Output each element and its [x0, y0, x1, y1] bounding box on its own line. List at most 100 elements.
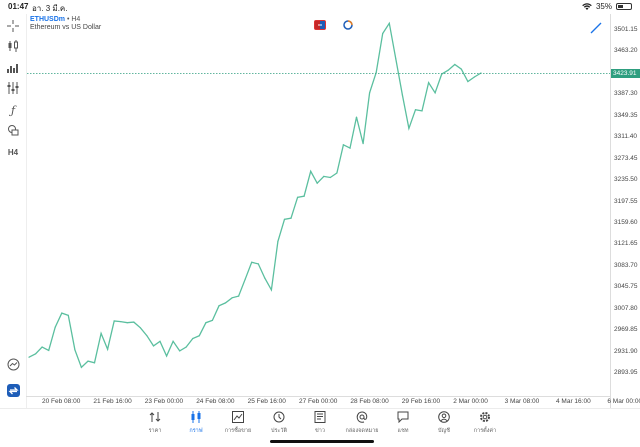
price-tick-label: 2893.95 — [614, 369, 638, 376]
price-point — [113, 320, 115, 322]
nav-item-history[interactable]: ประวัติ — [258, 411, 300, 435]
nav-label: ข่าว — [315, 428, 325, 434]
price-point — [329, 176, 331, 179]
price-point — [467, 80, 469, 83]
price-tick-label: 3273.45 — [614, 154, 638, 162]
home-indicator — [270, 440, 374, 443]
price-point — [342, 144, 344, 146]
price-point — [454, 63, 456, 66]
account-icon — [438, 411, 450, 425]
trade-icon — [232, 411, 244, 425]
price-point — [369, 92, 371, 94]
price-point — [251, 261, 253, 263]
price-point — [244, 278, 246, 280]
price-tick-label: 3501.15 — [614, 26, 638, 33]
price-point — [159, 340, 161, 342]
symbol-name: ETHUSDm — [30, 16, 66, 23]
mailbox-icon — [356, 411, 368, 425]
nav-item-mailbox[interactable]: กล่องจดหมาย — [341, 411, 383, 435]
price-point — [473, 76, 475, 78]
quick-trade-icons — [314, 20, 354, 30]
time-tick-label: 3 Mar 08:00 — [504, 398, 540, 405]
price-point — [460, 68, 462, 70]
price-axis[interactable]: 3501.153463.203425.253387.303349.353311.… — [610, 14, 640, 408]
wifi-icon — [582, 2, 592, 10]
refresh-circle-icon[interactable] — [342, 20, 354, 30]
price-point — [375, 71, 377, 74]
nav-label: กราฟ — [189, 428, 203, 434]
nav-label: บัญชี — [438, 428, 450, 434]
time-tick-label: 29 Feb 16:00 — [401, 398, 441, 405]
time-tick-label: 2 Mar 00:00 — [453, 398, 488, 405]
nav-item-quotes[interactable]: ราคา — [134, 411, 176, 435]
price-point — [316, 182, 318, 184]
nav-label: การตั้งค่า — [473, 428, 497, 434]
indicators-icon[interactable] — [5, 80, 21, 96]
price-tick-label: 3349.35 — [614, 111, 638, 119]
price-point — [54, 326, 56, 328]
price-point — [264, 277, 266, 279]
app-logo-icon[interactable] — [5, 382, 21, 398]
nav-item-trade[interactable]: การซื้อขาย — [217, 411, 259, 435]
nav-label: การซื้อขาย — [224, 428, 252, 434]
settings-icon — [479, 411, 491, 425]
timeframe-button[interactable]: H4 — [7, 147, 19, 157]
price-point — [447, 69, 449, 71]
crosshair-icon[interactable] — [5, 18, 21, 34]
price-point — [146, 335, 148, 337]
time-tick-label: 21 Feb 16:00 — [93, 398, 132, 405]
price-point — [80, 366, 82, 368]
chart-area[interactable] — [26, 14, 611, 408]
time-axis[interactable]: 20 Feb 08:00 21 Feb 16:00 23 Feb 00:00 24 F… — [26, 396, 640, 408]
nav-label: กล่องจดหมาย — [345, 428, 379, 434]
price-point — [408, 127, 410, 129]
price-point — [107, 348, 109, 350]
price-tick-label: 2931.90 — [614, 347, 638, 355]
price-point — [382, 32, 384, 35]
price-tick-label: 3311.40 — [614, 133, 638, 141]
price-point — [336, 172, 338, 174]
bar-chart-icon[interactable] — [5, 60, 21, 76]
nav-item-chart[interactable]: กราฟ — [175, 411, 217, 435]
price-tick-label: 3045.75 — [614, 283, 638, 291]
nav-item-settings[interactable]: การตั้งค่า — [464, 411, 506, 435]
price-point — [421, 110, 423, 112]
price-tick-label: 3121.65 — [614, 240, 638, 248]
nav-item-chat[interactable]: แชท — [382, 411, 424, 435]
price-point — [185, 346, 187, 348]
price-chart[interactable] — [27, 14, 611, 396]
quotes-icon — [149, 411, 161, 425]
chat-icon — [397, 411, 409, 425]
status-date: อา. 3 มี.ค. — [32, 4, 68, 13]
sell-flag-icon[interactable] — [314, 20, 326, 30]
price-point — [434, 92, 436, 94]
candlestick-icon[interactable] — [5, 38, 21, 54]
history-icon — [273, 411, 285, 425]
price-point — [297, 196, 299, 198]
time-tick-label: 6 Mar 00:00 — [607, 398, 640, 405]
price-point — [198, 335, 200, 337]
price-point — [74, 349, 76, 351]
price-point — [139, 327, 141, 329]
status-right: 35% — [582, 2, 632, 11]
shapes-icon[interactable] — [5, 122, 21, 138]
price-point — [211, 319, 213, 321]
price-line — [28, 21, 482, 369]
time-tick-label: 25 Feb 16:00 — [247, 398, 286, 405]
price-point — [401, 94, 403, 96]
news-icon — [314, 411, 326, 425]
price-point — [388, 22, 390, 24]
function-icon[interactable]: ƒ — [10, 103, 16, 117]
nav-item-news[interactable]: ข่าว — [299, 411, 341, 435]
trend-line-tool-icon[interactable] — [590, 22, 602, 34]
nav-item-account[interactable]: บัญชี — [423, 411, 465, 435]
price-point — [179, 350, 181, 352]
price-point — [414, 109, 417, 111]
time-tick-label: 28 Feb 08:00 — [350, 398, 389, 405]
price-point — [355, 116, 358, 118]
symbol-description: Ethereum vs US Dollar — [30, 24, 102, 31]
price-point — [35, 353, 37, 355]
price-point — [290, 217, 292, 219]
price-point — [362, 143, 364, 145]
compass-icon[interactable] — [5, 356, 21, 372]
